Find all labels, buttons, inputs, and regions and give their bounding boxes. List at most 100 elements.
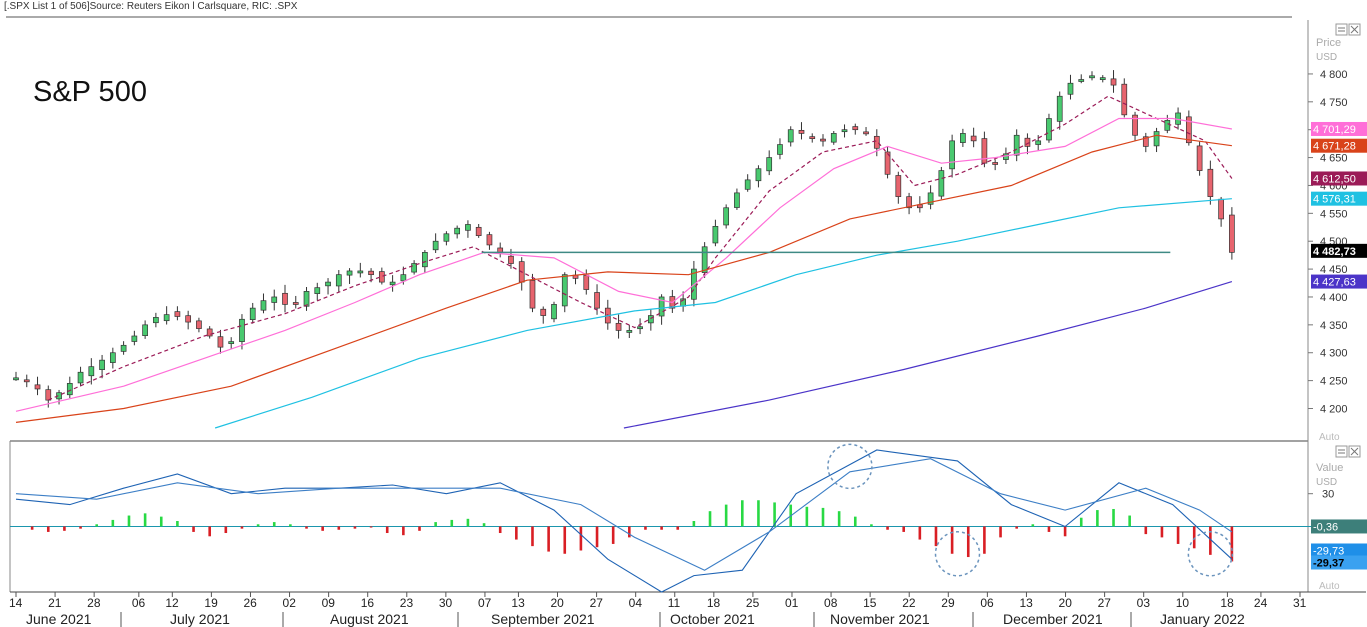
candle <box>884 151 891 175</box>
moving-average-line <box>48 95 1233 401</box>
macd-histogram-bar <box>563 526 567 554</box>
price-tick-label: 4 400 <box>1320 292 1348 304</box>
date-tick-label: 18 <box>1220 596 1234 610</box>
candle <box>927 192 934 205</box>
candle <box>766 157 773 172</box>
price-badge-label: 4 427,63 <box>1313 277 1356 289</box>
macd-histogram-bar <box>918 526 922 540</box>
date-tick-label: 23 <box>400 596 414 610</box>
candle <box>185 315 192 323</box>
macd-axis-unit: USD <box>1316 477 1337 488</box>
candle <box>658 296 665 317</box>
macd-histogram-bar <box>256 524 260 527</box>
date-tick-label: 13 <box>511 596 525 610</box>
macd-histogram-bar <box>692 521 696 527</box>
date-tick-label: 29 <box>941 596 955 610</box>
candle <box>1110 78 1117 86</box>
candle <box>260 300 267 311</box>
candle <box>1142 136 1149 147</box>
candle <box>701 246 708 273</box>
macd-histogram-bar <box>192 526 195 532</box>
candle <box>368 270 374 276</box>
macd-histogram-bar <box>966 526 970 558</box>
panel-menu-icon <box>1335 23 1348 36</box>
macd-histogram-bar <box>531 526 534 547</box>
macd-badge <box>1311 519 1367 534</box>
candle <box>357 270 364 274</box>
date-tick-label: 02 <box>283 596 297 610</box>
candle <box>142 324 148 336</box>
candle <box>895 175 902 197</box>
macd-histogram-bar <box>983 526 986 554</box>
candle <box>529 280 536 309</box>
price-tick-label: 4 750 <box>1320 97 1348 109</box>
price-tick-label: 4 450 <box>1320 264 1348 276</box>
date-tick-label: 27 <box>1098 596 1112 610</box>
candle <box>45 389 52 401</box>
date-tick-label: 09 <box>322 596 336 610</box>
macd-histogram-bar <box>289 524 292 527</box>
candle <box>841 129 848 133</box>
month-label: October 2021 <box>670 611 755 627</box>
macd-histogram-bar <box>1230 526 1234 562</box>
candle <box>852 126 859 131</box>
candle <box>1089 75 1095 79</box>
candle <box>830 133 837 143</box>
macd-histogram-bar <box>1047 526 1051 532</box>
candle <box>1046 118 1052 141</box>
macd-histogram-bar <box>305 526 308 529</box>
macd-tick-label: 30 <box>1322 489 1334 501</box>
macd-histogram-bar <box>79 526 82 529</box>
candle <box>228 341 235 344</box>
source-header: [.SPX List 1 of 506]Source: Reuters Eiko… <box>4 1 298 12</box>
month-label: September 2021 <box>491 611 595 627</box>
close-icon <box>1350 447 1359 456</box>
candle <box>411 263 417 273</box>
candle <box>77 371 84 384</box>
auto-scale-label: Auto <box>1319 432 1340 443</box>
macd-histogram-bar <box>1079 517 1083 527</box>
moving-average-line <box>214 198 1232 429</box>
macd-histogram-bar <box>1031 524 1035 527</box>
date-tick-label: 10 <box>1176 596 1190 610</box>
candle <box>1164 120 1171 131</box>
candle <box>378 271 385 283</box>
price-axis-unit: USD <box>1316 52 1337 63</box>
macd-histogram-bar <box>127 515 131 527</box>
macd-histogram-bar <box>159 516 163 527</box>
candle <box>292 302 299 305</box>
candle <box>163 314 170 322</box>
macd-badge-label: -29,37 <box>1313 558 1344 570</box>
macd-histogram-bar <box>1063 526 1067 537</box>
candle <box>1218 198 1224 220</box>
candle <box>583 274 590 290</box>
chart-title: S&P 500 <box>33 76 147 108</box>
candle <box>723 207 730 226</box>
date-tick-label: 21 <box>48 596 62 610</box>
macd-histogram-bar <box>676 526 680 530</box>
date-tick-label: 28 <box>87 596 101 610</box>
macd-histogram-bar <box>450 519 454 527</box>
macd-histogram-bar <box>1096 510 1099 527</box>
month-label: July 2021 <box>170 611 230 627</box>
candle <box>906 196 912 209</box>
candle <box>389 281 396 286</box>
macd-histogram-bar <box>1176 526 1180 544</box>
macd-line <box>15 449 1233 593</box>
macd-histogram-bar <box>611 526 615 544</box>
candle <box>970 135 977 142</box>
candle <box>1153 131 1160 147</box>
moving-average-line <box>623 281 1233 429</box>
macd-axis-label: Value <box>1316 462 1343 474</box>
price-badge <box>1311 274 1367 289</box>
date-tick-label: 24 <box>1254 596 1268 610</box>
candle <box>637 326 643 330</box>
month-label: June 2021 <box>26 611 92 627</box>
date-tick-label: 27 <box>590 596 604 610</box>
candle <box>346 270 353 276</box>
macd-histogram-bar <box>321 526 324 531</box>
macd-histogram-bar <box>482 523 486 527</box>
macd-histogram-bar <box>837 511 841 527</box>
candle <box>475 226 482 236</box>
